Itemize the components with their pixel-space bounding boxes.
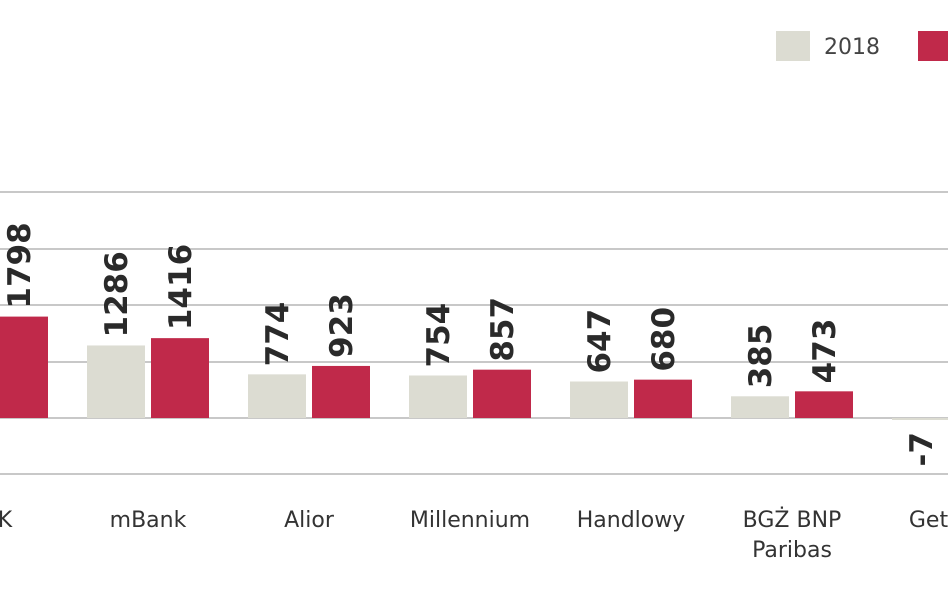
bar-series2-3 [312, 365, 370, 418]
bar-2018-5 [570, 381, 628, 418]
gridlines [0, 191, 948, 475]
category-label-6: BGŻ BNP Paribas [743, 507, 842, 563]
legend-label-2018: 2018 [824, 35, 880, 60]
value-label-series2-4: 857 [485, 297, 521, 362]
category-label-7: Getin … [909, 508, 948, 533]
legend-swatch-2019 [918, 31, 948, 61]
value-label-2018-2: 1286 [99, 251, 135, 337]
value-label-series2-3: 923 [324, 293, 360, 358]
value-label-2018-6: 385 [743, 324, 779, 389]
bar-2018-7 [892, 418, 948, 420]
bar-2018-4 [409, 375, 467, 418]
legend-swatch-2018 [776, 31, 810, 61]
bar-series2-6 [795, 391, 853, 418]
category-label-2: mBank [110, 508, 187, 533]
category-label-1: …SK [0, 508, 13, 533]
value-label-2018-7: -7 [904, 432, 940, 466]
value-label-2018-5: 647 [582, 309, 618, 374]
value-label-2018-3: 774 [260, 302, 296, 367]
bar-series2-5 [634, 379, 692, 418]
bar-2018-2 [87, 345, 145, 418]
bars [0, 316, 948, 420]
bar-series2-4 [473, 369, 531, 418]
value-label-series2-6: 473 [807, 319, 843, 384]
category-labels: …SK mBank Alior Millennium Handlowy BGŻ BNPPa… [0, 507, 948, 563]
bar-2018-3 [248, 374, 306, 418]
bar-series2-1 [0, 316, 48, 418]
bar-2018-6 [731, 396, 789, 418]
value-labels: 1798 1286 1416 774 923 754 857 647 680 385 473 -7 [2, 222, 940, 466]
value-label-series2-2: 1416 [163, 244, 199, 330]
legend: 2018 [776, 31, 948, 61]
category-label-4: Millennium [410, 508, 530, 533]
value-label-2018-4: 754 [421, 303, 457, 368]
category-label-3: Alior [284, 508, 335, 533]
value-label-series2-5: 680 [646, 307, 682, 372]
value-label-series2-1: 1798 [2, 222, 38, 308]
category-label-5: Handlowy [577, 508, 686, 533]
bar-series2-2 [151, 338, 209, 418]
